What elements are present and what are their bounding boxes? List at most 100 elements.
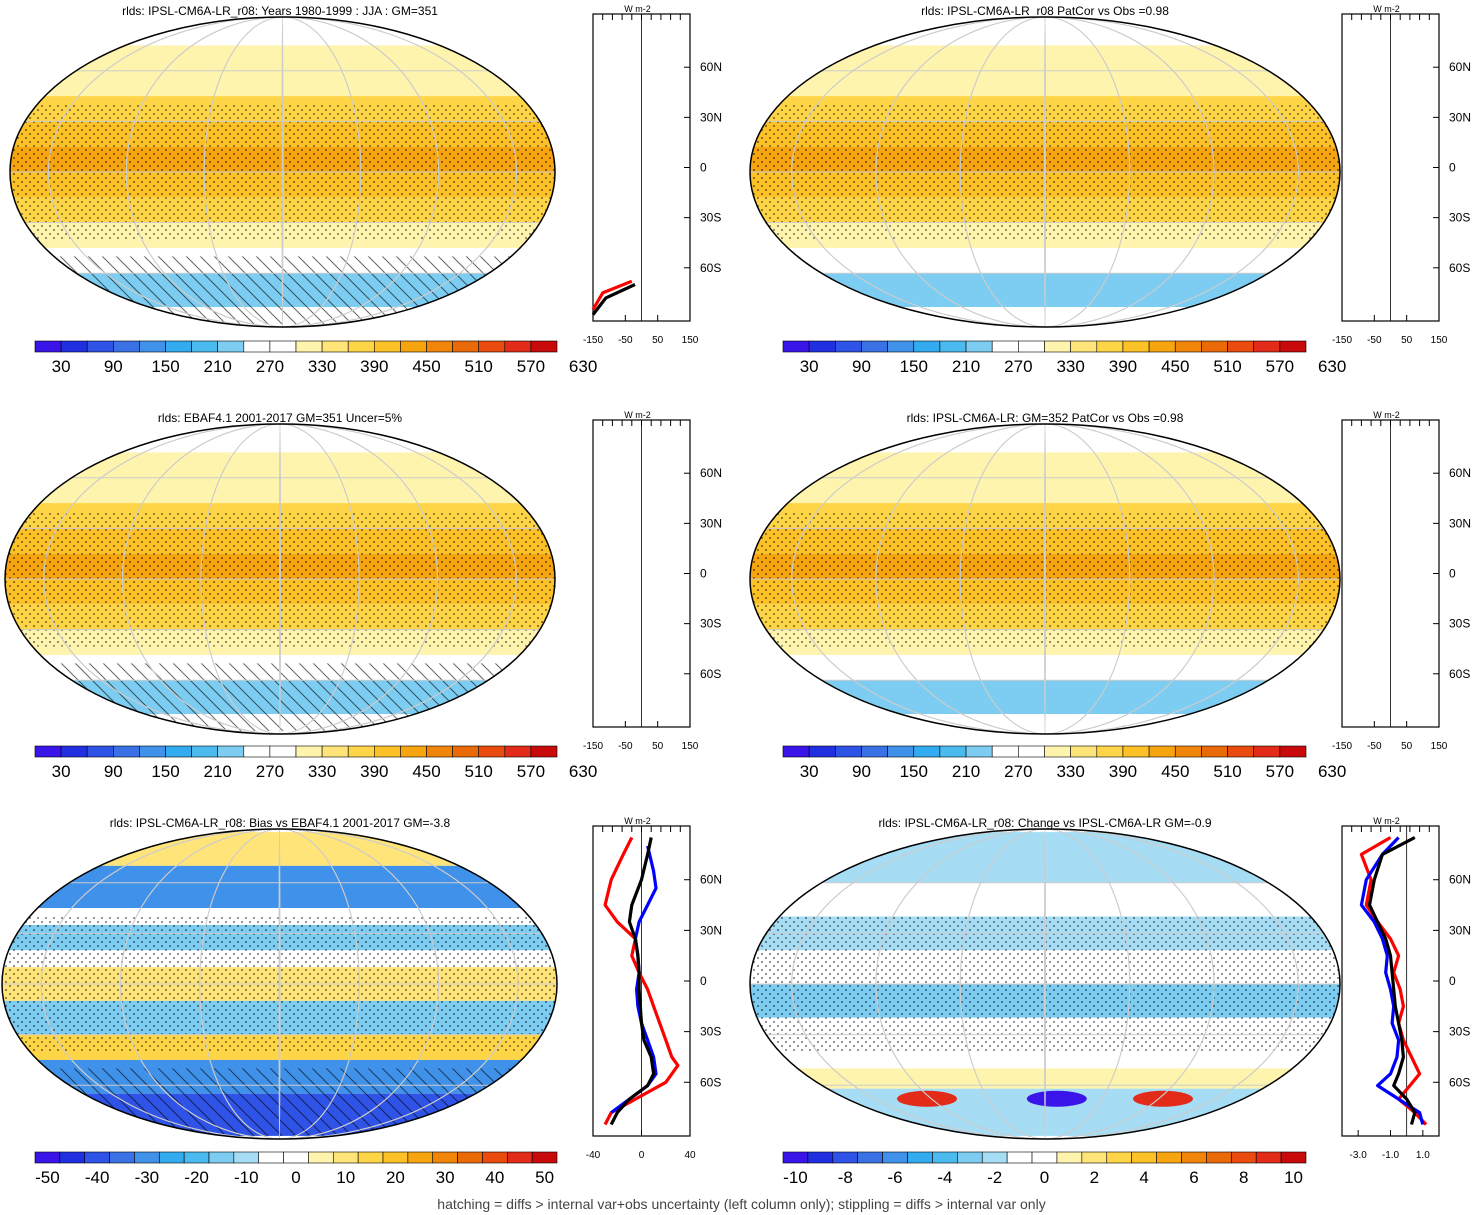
lat-label: 60N [1449, 873, 1471, 887]
colorbar-label: 150 [151, 357, 179, 376]
lat-label: 0 [1449, 161, 1456, 175]
profile-tick-label: -50 [618, 741, 633, 752]
lon-gridline [791, 829, 1299, 1139]
colorbar-label: 390 [1109, 762, 1137, 781]
colorbar-label: 510 [1213, 357, 1241, 376]
lat-label: 60S [1449, 1075, 1470, 1089]
colorbar-box [269, 745, 297, 758]
map-outline [9, 16, 556, 328]
colorbar-box [109, 1151, 135, 1164]
colorbar-obs: 30 90 150 210 270 330 390 450 510 570 630 [34, 745, 597, 781]
colorbar-box [208, 1151, 235, 1164]
lat-label: 0 [700, 161, 707, 175]
colorbar-label: 330 [308, 762, 336, 781]
colorbar-label: -40 [85, 1168, 110, 1187]
colorbar-box [347, 340, 375, 353]
lon-gridline [281, 17, 284, 327]
colorbar-box [373, 340, 401, 353]
colorbar-label: 510 [1213, 762, 1241, 781]
lat-label: 0 [700, 567, 707, 581]
colorbar-box [1230, 1151, 1257, 1164]
colorbar-box [432, 1151, 458, 1164]
colorbar-label: 390 [360, 357, 388, 376]
colorbar-box [913, 340, 941, 353]
colorbar-ensemble: 30 90 150 210 270 330 390 450 510 570 630 [782, 745, 1346, 781]
colorbar-box [34, 745, 62, 758]
colorbar-label: -2 [987, 1168, 1002, 1187]
colorbar-label: 30 [800, 357, 819, 376]
panel-title-change: rlds: IPSL-CM6A-LR_r08: Change vs IPSL-C… [878, 816, 1212, 830]
colorbar-box [1131, 1151, 1157, 1164]
colorbar-box [834, 745, 862, 758]
colorbar-model-mean: 30 90 150 210 270 330 390 450 510 570 630 [34, 340, 597, 376]
colorbar-label: 450 [412, 762, 440, 781]
lat-label: 30S [700, 1025, 721, 1039]
colorbar-label: 450 [1161, 762, 1189, 781]
colorbar-box [1253, 340, 1281, 353]
colorbar-box [382, 1151, 409, 1164]
colorbar-label: -8 [838, 1168, 853, 1187]
colorbar-box [1096, 340, 1124, 353]
lat-label: 0 [1449, 974, 1456, 988]
lat-label: 60N [700, 466, 722, 480]
profile-tick-label: -3.0 [1350, 1150, 1368, 1161]
panel-obs: 30 90 150 210 270 330 390 450 510 570 630 W m-2 -150… [4, 410, 722, 781]
profile-ensemble: W m-2 -150 -50 50 150 60N 30N 0 30S 60S [1332, 410, 1471, 752]
colorbar-label: 630 [569, 357, 597, 376]
profile-tick-label: -50 [1367, 335, 1382, 346]
colorbar-box [86, 340, 114, 353]
map-model-patcor [750, 17, 1340, 327]
colorbar-label: 570 [517, 762, 545, 781]
colorbar-box [1070, 745, 1098, 758]
colorbar-label: 450 [1161, 357, 1189, 376]
colorbar-box [991, 745, 1019, 758]
colorbar-box [243, 340, 271, 353]
colorbar-box [1106, 1151, 1132, 1164]
colorbar-box [457, 1151, 483, 1164]
colorbar-box [530, 340, 558, 353]
colorbar-box [478, 340, 506, 353]
colorbar-label: 270 [1004, 762, 1032, 781]
colorbar-label: 570 [1266, 357, 1294, 376]
colorbar-box [217, 340, 245, 353]
colorbar-box [1255, 1151, 1282, 1164]
colorbar-box [86, 745, 114, 758]
lon-gridline [959, 424, 1131, 734]
colorbar-box [1148, 745, 1176, 758]
profile-model-patcor: W m-2 -150 -50 50 150 60N 30N 0 30S 60S [1332, 4, 1471, 346]
colorbar-label: -4 [937, 1168, 952, 1187]
colorbar-box [808, 340, 836, 353]
colorbar-box [1174, 340, 1202, 353]
lon-gridline [203, 17, 362, 327]
profile-line-obs [610, 845, 658, 1114]
colorbar-box [295, 745, 323, 758]
colorbar-label: 4 [1139, 1168, 1148, 1187]
lat-label: 60N [700, 873, 722, 887]
profile-model-mean: W m-2 -150 -50 50 150 60N 30N 0 30S 60S [583, 4, 722, 346]
colorbar-label: 8 [1239, 1168, 1248, 1187]
colorbar-label: 450 [412, 357, 440, 376]
colorbar-label: 510 [465, 762, 493, 781]
profile-tick-label: -150 [1332, 335, 1352, 346]
colorbar-box [932, 1151, 958, 1164]
colorbar-box [1156, 1151, 1182, 1164]
colorbar-label: 0 [1040, 1168, 1049, 1187]
lat-label: 30S [1449, 617, 1470, 631]
lat-label: 30N [1449, 516, 1471, 530]
colorbar-box [269, 340, 297, 353]
colorbar-label: 150 [900, 762, 928, 781]
profile-line-model [591, 279, 633, 311]
map-outline [1, 828, 558, 1140]
colorbar-box [1044, 340, 1071, 353]
colorbar-label: 630 [1318, 762, 1346, 781]
colorbar-label: 570 [1266, 762, 1294, 781]
colorbar-label: -20 [184, 1168, 209, 1187]
colorbar-box [59, 1151, 86, 1164]
profile-tick-label: 50 [652, 741, 664, 752]
lat-label: 30S [1449, 211, 1470, 225]
profile-unit-label: W m-2 [624, 410, 651, 420]
colorbar-box [1018, 340, 1045, 353]
colorbar-model-patcor: 30 90 150 210 270 330 390 450 510 570 630 [782, 340, 1346, 376]
profile-unit-label: W m-2 [1373, 4, 1400, 14]
colorbar-label: 570 [517, 357, 545, 376]
